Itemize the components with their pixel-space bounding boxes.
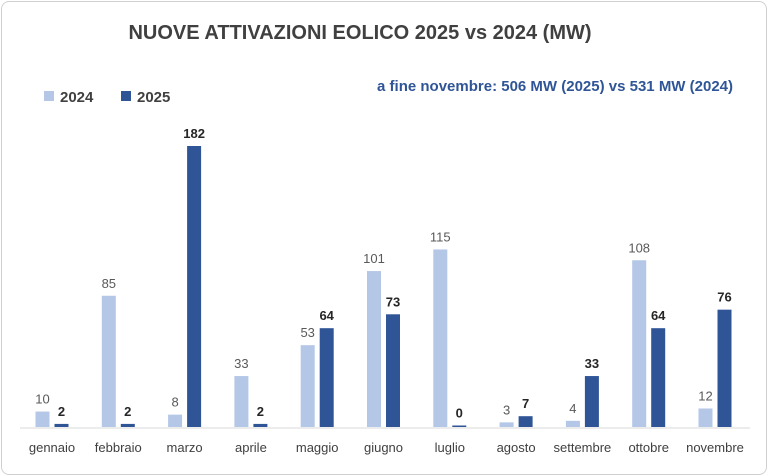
bar-2025-agosto [518, 416, 533, 427]
data-label-2025-gennaio: 2 [58, 404, 65, 419]
bar-2025-maggio [319, 328, 334, 427]
data-label-2025-febbraio: 2 [124, 404, 131, 419]
legend-label-2025: 2025 [137, 89, 170, 106]
bar-2024-ottobre [632, 260, 647, 427]
data-label-2024-ottobre: 108 [628, 240, 650, 255]
bar-2025-settembre [584, 376, 599, 427]
bar-2025-luglio [452, 425, 467, 427]
bar-2024-maggio [300, 345, 315, 427]
bar-2025-ottobre [651, 328, 666, 427]
legend-swatch-2024 [44, 91, 54, 101]
x-tick-label: settembre [553, 440, 611, 455]
bar-2024-aprile [234, 376, 249, 427]
chart-annotation: a fine novembre: 506 MW (2025) vs 531 MW… [377, 78, 733, 95]
bar-2024-giugno [367, 271, 381, 427]
x-tick-label: marzo [167, 440, 203, 455]
data-label-2024-giugno: 101 [363, 251, 385, 266]
data-label-2025-settembre: 33 [585, 356, 599, 371]
bar-2025-febbraio [120, 423, 135, 427]
data-label-2024-gennaio: 10 [35, 392, 49, 407]
data-label-2025-novembre: 76 [717, 290, 731, 305]
x-tick-label: febbraio [95, 440, 142, 455]
data-label-2025-giugno: 73 [386, 294, 400, 309]
bar-2025-giugno [386, 314, 400, 427]
x-tick-label: maggio [296, 440, 339, 455]
bar-2024-luglio [433, 249, 448, 427]
bar-2024-febbraio [101, 295, 116, 427]
data-label-2025-luglio: 0 [456, 406, 463, 421]
bar-2024-settembre [565, 420, 580, 427]
x-tick-label: agosto [497, 440, 536, 455]
x-tick-label: giugno [364, 440, 403, 455]
bar-2024-marzo [168, 414, 183, 427]
data-label-2025-maggio: 64 [319, 308, 334, 323]
data-label-2024-agosto: 3 [503, 402, 510, 417]
data-label-2024-aprile: 33 [234, 356, 248, 371]
data-label-2024-maggio: 53 [300, 325, 314, 340]
legend-swatch-2025 [121, 91, 131, 101]
x-tick-label: ottobre [628, 440, 668, 455]
bar-2025-novembre [717, 309, 732, 427]
data-label-2025-aprile: 2 [257, 404, 264, 419]
data-label-2024-marzo: 8 [171, 395, 178, 410]
data-label-2024-settembre: 4 [569, 401, 576, 416]
data-label-2024-febbraio: 85 [102, 276, 116, 291]
x-tick-label: luglio [435, 440, 465, 455]
bar-2024-gennaio [35, 411, 50, 427]
x-tick-label: gennaio [29, 440, 75, 455]
x-tick-label: aprile [235, 440, 267, 455]
data-label-2024-novembre: 12 [698, 388, 712, 403]
data-label-2024-luglio: 115 [430, 229, 451, 244]
data-label-2025-agosto: 7 [522, 396, 529, 411]
chart-title: NUOVE ATTIVAZIONI EOLICO 2025 vs 2024 (M… [128, 22, 591, 44]
bar-2024-agosto [499, 422, 514, 427]
data-label-2025-ottobre: 64 [651, 308, 666, 323]
bar-2024-novembre [698, 408, 713, 427]
bar-2025-aprile [253, 423, 268, 427]
x-tick-label: novembre [686, 440, 744, 455]
bar-2025-marzo [187, 146, 202, 427]
bar-2025-gennaio [54, 423, 69, 427]
legend-label-2024: 2024 [60, 89, 94, 106]
data-label-2025-marzo: 182 [183, 126, 205, 141]
